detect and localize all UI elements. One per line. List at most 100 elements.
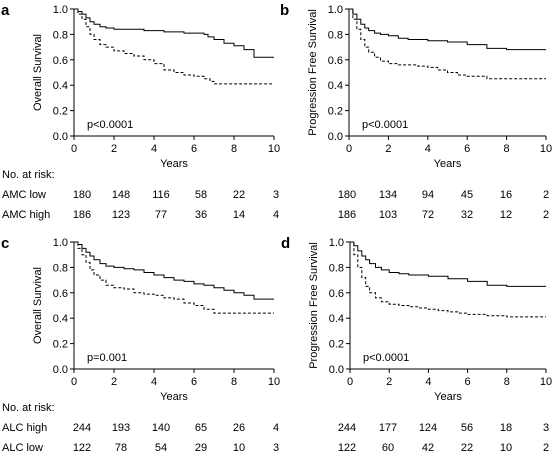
x-tick-label-d-2: 4	[425, 376, 431, 388]
y-axis-label-d: Progression Free Survival	[308, 242, 320, 369]
x-tick-label-c-0: 0	[71, 376, 77, 388]
risk-left-top-1-5: 4	[273, 209, 279, 221]
risk-right-bottom-0-3: 56	[461, 422, 473, 434]
risk-right-top-1-3: 32	[461, 209, 473, 221]
risk-left-bottom-0-0: 244	[73, 422, 91, 434]
risk-row-label-bottom-1: ALC low	[2, 442, 43, 454]
y-tick-label-b-3: 0.6	[328, 55, 343, 67]
risk-left-top-1-2: 77	[155, 209, 167, 221]
risk-row-label-top-0: AMC low	[2, 189, 46, 201]
x-tick-label-b-5: 10	[540, 143, 552, 155]
km-curve-a-solid	[74, 8, 274, 58]
risk-left-bottom-0-4: 26	[233, 422, 245, 434]
y-tick-label-c-5: 1.0	[53, 237, 68, 249]
y-tick-label-a-5: 1.0	[53, 4, 68, 16]
x-tick-label-b-1: 2	[385, 143, 391, 155]
risk-left-top-1-3: 36	[195, 209, 207, 221]
panel-letter-d: d	[281, 235, 290, 252]
risk-title-bottom: No. at risk:	[2, 402, 55, 414]
y-tick-label-a-1: 0.2	[53, 106, 68, 118]
x-tick-label-b-0: 0	[346, 143, 352, 155]
y-tick-label-b-5: 1.0	[328, 4, 343, 16]
risk-right-bottom-0-4: 18	[500, 422, 512, 434]
risk-right-top-0-2: 94	[422, 189, 434, 201]
y-tick-label-b-0: 0.0	[328, 131, 343, 143]
x-tick-label-d-4: 8	[504, 376, 510, 388]
risk-right-top-0-4: 16	[500, 189, 512, 201]
risk-right-top-0-3: 45	[461, 189, 473, 201]
risk-right-bottom-0-5: 3	[543, 422, 549, 434]
y-tick-label-b-1: 0.2	[328, 106, 343, 118]
risk-row-label-top-1: AMC high	[2, 209, 50, 221]
y-tick-label-c-3: 0.6	[53, 288, 68, 300]
risk-left-top-0-1: 148	[112, 189, 130, 201]
y-tick-label-a-4: 0.8	[53, 29, 68, 41]
km-curve-d-dashed	[350, 241, 546, 318]
y-tick-label-d-5: 1.0	[329, 237, 344, 249]
y-tick-label-d-1: 0.2	[329, 339, 344, 351]
x-tick-label-d-5: 10	[540, 376, 552, 388]
risk-left-bottom-0-3: 65	[195, 422, 207, 434]
risk-right-bottom-0-1: 177	[379, 422, 397, 434]
risk-right-bottom-1-2: 42	[422, 442, 434, 454]
risk-right-top-0-0: 180	[338, 189, 356, 201]
x-tick-label-b-4: 8	[504, 143, 510, 155]
risk-left-bottom-1-3: 29	[195, 442, 207, 454]
km-curve-d-solid	[350, 241, 546, 287]
y-tick-label-d-0: 0.0	[329, 364, 344, 376]
x-tick-label-c-1: 2	[111, 376, 117, 388]
risk-left-bottom-1-5: 3	[273, 442, 279, 454]
x-axis-label-b: Years	[434, 158, 462, 170]
x-tick-label-a-5: 10	[268, 143, 280, 155]
risk-left-bottom-1-0: 122	[73, 442, 91, 454]
risk-left-bottom-0-2: 140	[152, 422, 170, 434]
risk-left-top-1-0: 186	[73, 209, 91, 221]
x-axis-label-a: Years	[160, 158, 188, 170]
y-axis-label-b: Progression Free Survival	[307, 9, 319, 136]
risk-right-bottom-0-0: 244	[338, 422, 356, 434]
km-curve-b-solid	[349, 8, 546, 51]
y-tick-label-d-4: 0.8	[329, 262, 344, 274]
km-curve-c-solid	[74, 241, 274, 300]
p-value-d: p<0.0001	[363, 352, 409, 364]
risk-left-top-0-4: 22	[233, 189, 245, 201]
x-tick-label-d-3: 6	[465, 376, 471, 388]
panel-letter-c: c	[1, 235, 9, 252]
x-axis-label-c: Years	[160, 391, 188, 403]
x-tick-label-d-1: 2	[386, 376, 392, 388]
risk-left-bottom-1-2: 54	[155, 442, 167, 454]
x-tick-label-a-1: 2	[111, 143, 117, 155]
panel-letter-a: a	[1, 2, 10, 19]
risk-right-bottom-1-1: 60	[382, 442, 394, 454]
y-tick-label-a-2: 0.4	[53, 80, 68, 92]
x-tick-label-c-3: 6	[191, 376, 197, 388]
risk-left-top-0-2: 116	[152, 189, 170, 201]
risk-left-top-1-4: 14	[233, 209, 245, 221]
risk-right-top-0-1: 134	[379, 189, 397, 201]
x-tick-label-c-5: 10	[268, 376, 280, 388]
p-value-a: p<0.0001	[87, 119, 133, 131]
x-axis-label-d: Years	[434, 391, 462, 403]
x-tick-label-c-2: 4	[151, 376, 157, 388]
risk-right-bottom-1-4: 10	[500, 442, 512, 454]
y-tick-label-c-1: 0.2	[53, 339, 68, 351]
km-curve-b-dashed	[349, 8, 546, 80]
risk-row-label-bottom-0: ALC high	[2, 422, 47, 434]
risk-right-bottom-0-2: 124	[419, 422, 437, 434]
x-tick-label-d-0: 0	[347, 376, 353, 388]
panel-letter-b: b	[280, 2, 289, 19]
risk-right-top-1-1: 103	[379, 209, 397, 221]
risk-left-top-0-3: 58	[195, 189, 207, 201]
risk-right-bottom-1-3: 22	[461, 442, 473, 454]
risk-right-bottom-1-5: 2	[543, 442, 549, 454]
x-tick-label-b-2: 4	[425, 143, 431, 155]
y-tick-label-b-4: 0.8	[328, 29, 343, 41]
risk-left-bottom-1-1: 78	[115, 442, 127, 454]
risk-left-bottom-0-1: 193	[112, 422, 130, 434]
km-curve-a-dashed	[74, 8, 274, 85]
y-tick-label-d-2: 0.4	[329, 313, 344, 325]
risk-right-top-1-2: 72	[422, 209, 434, 221]
risk-right-top-1-5: 2	[543, 209, 549, 221]
risk-right-top-1-0: 186	[338, 209, 356, 221]
y-tick-label-b-2: 0.4	[328, 80, 343, 92]
